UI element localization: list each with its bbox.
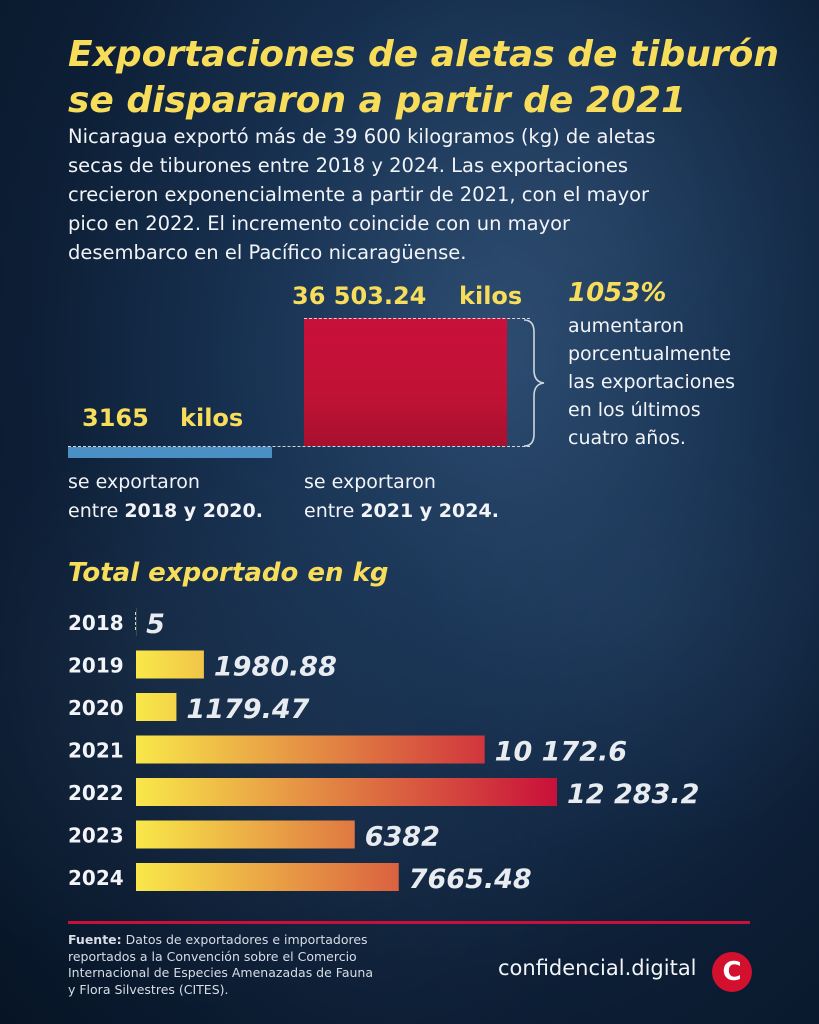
source-note: Fuente: Datos de exportadores e importad… xyxy=(68,932,428,998)
curly-brace-icon xyxy=(523,319,545,447)
source-line-1: Fuente: Datos de exportadores e importad… xyxy=(68,932,428,949)
increase-line-5: cuatro años. xyxy=(568,427,686,449)
source-label: Fuente: xyxy=(68,932,122,947)
increase-line-1: aumentaron xyxy=(568,315,685,337)
small-period-caption: se exportaron entre 2018 y 2020. xyxy=(68,468,263,526)
year-label-2018: 2018 xyxy=(68,611,124,635)
brand-logo-icon: C xyxy=(712,952,752,992)
small-period-unit: kilos xyxy=(180,404,244,432)
increase-line-2: porcentualmente xyxy=(568,343,732,365)
small-caption-line-1: se exportaron xyxy=(68,471,200,493)
big-caption-line-1: se exportaron xyxy=(304,471,436,493)
page-title: Exportaciones de aletas de tiburón se di… xyxy=(68,32,788,124)
value-label-2020: 1179.47 xyxy=(186,694,309,725)
intro-line-2: secas de tiburones entre 2018 y 2024. La… xyxy=(68,154,629,177)
big-caption-pre: entre xyxy=(304,500,361,522)
title-line-1: Exportaciones de aletas de tiburón xyxy=(68,34,779,75)
bar-2021 xyxy=(136,735,485,764)
year-label-2021: 2021 xyxy=(68,739,124,763)
year-label-2023: 2023 xyxy=(68,824,124,848)
dashed-guide-top xyxy=(304,318,530,319)
value-label-2023: 6382 xyxy=(365,822,440,853)
intro-line-5: desembarco en el Pacífico nicaragüense. xyxy=(68,241,467,264)
source-text-1: Datos de exportadores e importadores xyxy=(121,932,368,947)
increase-description: aumentaron porcentualmente las exportaci… xyxy=(568,312,735,452)
increase-line-4: en los últimos xyxy=(568,399,701,421)
dashed-guide-bottom xyxy=(68,446,530,447)
bar-2020 xyxy=(136,693,177,721)
source-line-3: Internacional de Especies Amenazadas de … xyxy=(68,965,373,980)
intro-paragraph: Nicaragua exportó más de 39 600 kilogram… xyxy=(68,122,768,267)
value-label-2019: 1980.88 xyxy=(214,652,337,683)
big-caption-line-2: entre 2021 y 2024. xyxy=(304,497,499,526)
value-label-2021: 10 172.6 xyxy=(495,737,627,768)
chart-title: Total exportado en kg xyxy=(68,558,389,588)
bar-2023 xyxy=(136,820,355,849)
annual-exports-chart: 2018 5 2019 1980.88 2020 1179.47 2021 10 172.6 2… xyxy=(68,608,699,895)
small-caption-years: 2018 y 2020. xyxy=(124,500,263,522)
title-line-2: se dispararon a partir de 2021 xyxy=(68,80,687,121)
big-period-value: 36 503.24 xyxy=(292,282,427,310)
intro-line-4: pico en 2022. El incremento coincide con… xyxy=(68,212,571,235)
brand-name: confidencial.digital xyxy=(498,956,697,980)
big-period-unit: kilos xyxy=(459,282,523,310)
year-label-2024: 2024 xyxy=(68,866,124,890)
year-label-2019: 2019 xyxy=(68,654,124,678)
bar-2019 xyxy=(136,650,204,679)
small-period-value: 3165 xyxy=(82,404,149,432)
value-label-2022: 12 283.2 xyxy=(567,779,699,810)
bar-2024 xyxy=(136,863,399,891)
year-label-2020: 2020 xyxy=(68,696,124,720)
value-label-2024: 7665.48 xyxy=(409,864,532,895)
big-period-bar xyxy=(304,318,507,446)
increase-line-3: las exportaciones xyxy=(568,371,736,393)
source-line-2: reportados a la Convención sobre el Come… xyxy=(68,948,357,964)
source-line-4: y Flora Silvestres (CITES). xyxy=(68,981,229,997)
intro-line-3: crecieron exponencialmente a partir de 2… xyxy=(68,183,650,206)
big-period-caption: se exportaron entre 2021 y 2024. xyxy=(304,468,499,526)
footer-rule xyxy=(68,921,750,924)
small-caption-line-2: entre 2018 y 2020. xyxy=(68,497,263,526)
big-caption-years: 2021 y 2024. xyxy=(360,500,499,522)
increase-percentage: 1053% xyxy=(568,278,667,308)
value-label-2018: 5 xyxy=(146,609,165,640)
bar-2022 xyxy=(136,778,557,806)
intro-line-1: Nicaragua exportó más de 39 600 kilogram… xyxy=(68,125,656,148)
small-period-bar xyxy=(68,447,272,458)
year-label-2022: 2022 xyxy=(68,781,124,805)
small-caption-pre: entre xyxy=(68,500,125,522)
